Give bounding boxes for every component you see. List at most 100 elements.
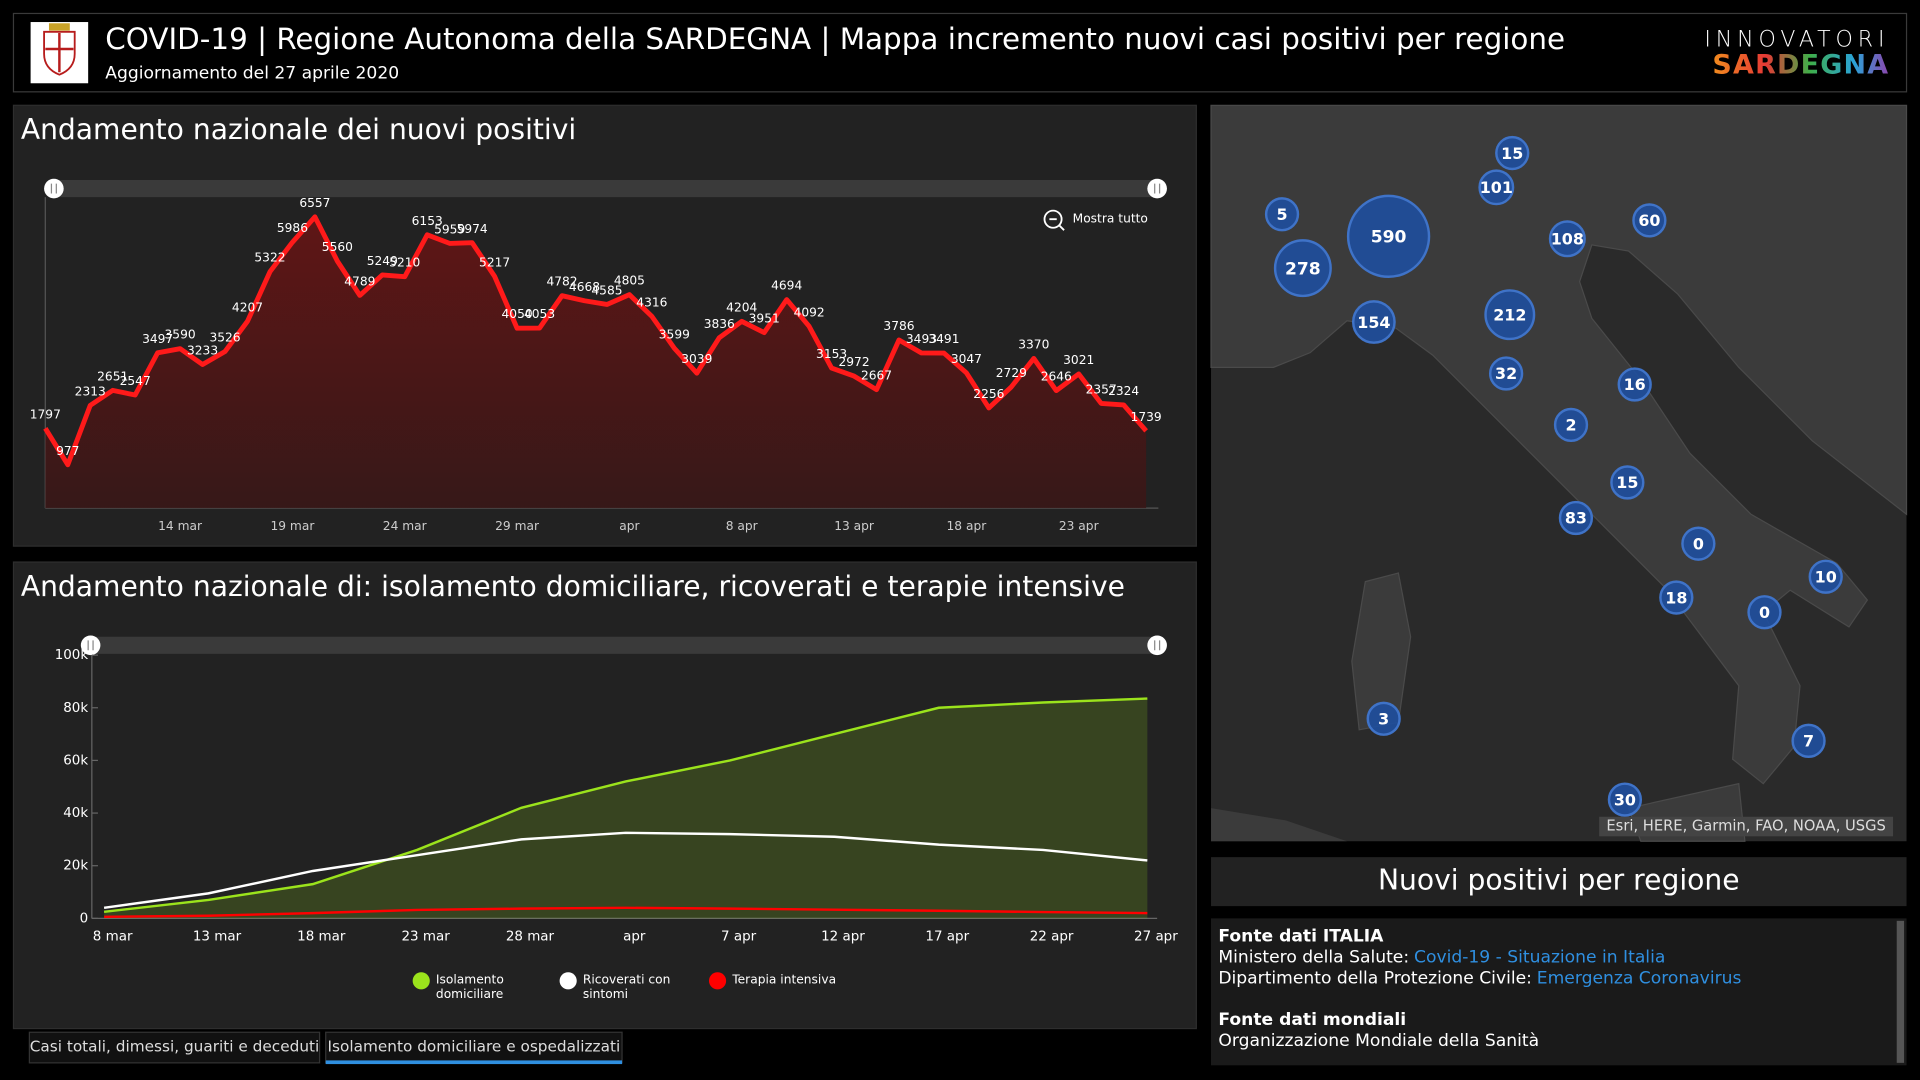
data-label: 3021 xyxy=(1063,353,1094,367)
y-tick-label: 100k xyxy=(55,648,89,663)
legend-marker[interactable] xyxy=(559,972,577,990)
bubble-label: 30 xyxy=(1614,790,1636,809)
range-slider[interactable] xyxy=(44,178,1167,199)
legend-label[interactable]: Terapia intensiva xyxy=(732,973,837,987)
bubble-label: 15 xyxy=(1616,473,1638,492)
bubble-label: 278 xyxy=(1285,259,1321,279)
source-heading: Fonte dati mondiali xyxy=(1218,1010,1406,1030)
tab-label[interactable]: Isolamento domiciliare e ospedalizzati xyxy=(328,1037,621,1055)
data-label: 2313 xyxy=(75,384,106,398)
tab[interactable] xyxy=(28,1031,321,1064)
source-text: Ministero della Salute: xyxy=(1218,948,1409,968)
data-label: 3493 xyxy=(906,332,937,346)
data-label: 2547 xyxy=(120,374,151,388)
map-bubble[interactable] xyxy=(1808,559,1843,594)
panel xyxy=(1211,857,1907,907)
data-label: 5217 xyxy=(479,255,510,269)
map-bubble[interactable] xyxy=(1791,723,1826,758)
map-bubble[interactable] xyxy=(1264,197,1300,232)
line xyxy=(103,831,1148,910)
tab-label[interactable]: Casi totali, dimessi, guariti e deceduti xyxy=(30,1037,320,1055)
logo xyxy=(30,22,89,84)
data-label: 1739 xyxy=(1131,410,1162,424)
data-label: 3526 xyxy=(209,331,240,345)
logo-line1: INNOVATORI xyxy=(1704,27,1889,52)
legend-label[interactable]: Ricoverati con sintomi xyxy=(582,973,671,1002)
data-label: 4050 xyxy=(502,307,533,321)
bubble-label: 101 xyxy=(1480,178,1513,197)
map-bubble[interactable] xyxy=(1273,239,1332,298)
map-bubble[interactable] xyxy=(1747,595,1782,630)
x-tick-label: 17 apr xyxy=(925,930,969,945)
y-tick-label: 20k xyxy=(63,859,88,874)
map-bubble[interactable] xyxy=(1558,500,1594,536)
legend-label[interactable]: Isolamento domiciliare xyxy=(435,973,504,1002)
map-bubble[interactable] xyxy=(1346,194,1431,279)
source-line: Organizzazione Mondiale della Sanità xyxy=(1218,1031,1539,1051)
source-link[interactable]: Covid-19 - Situazione in Italia xyxy=(1414,948,1665,968)
bubble-label: 2 xyxy=(1565,416,1576,435)
scrollbar[interactable] xyxy=(1896,920,1905,1063)
data-label: 4207 xyxy=(232,300,263,314)
data-label: 977 xyxy=(56,444,79,458)
source-link[interactable]: Emergenza Coronavirus xyxy=(1537,968,1742,988)
map-bubble[interactable] xyxy=(1610,465,1645,500)
legend-item[interactable]: Ricoverati con sintomi xyxy=(583,973,683,1010)
range-slider[interactable] xyxy=(80,635,1167,656)
bubble-label: 60 xyxy=(1638,211,1660,230)
map-bubble[interactable] xyxy=(1553,407,1589,443)
attribution-box xyxy=(1599,816,1894,837)
data-label: 4316 xyxy=(636,295,667,309)
legend-item[interactable]: Isolamento domiciliare xyxy=(436,973,512,1010)
sources-panel xyxy=(1211,918,1907,1066)
zoom-label[interactable]: Mostra tutto xyxy=(1073,212,1148,226)
map-bubble[interactable] xyxy=(1484,289,1536,341)
legend-marker[interactable] xyxy=(708,972,727,990)
bubble-label: 5 xyxy=(1277,205,1288,224)
map-bubble[interactable] xyxy=(1659,580,1694,615)
map-bubble[interactable] xyxy=(1607,782,1643,817)
data-label: 3370 xyxy=(1018,337,1049,351)
tab[interactable] xyxy=(325,1031,623,1064)
data-label: 4585 xyxy=(591,283,622,297)
map-bubble[interactable] xyxy=(1681,526,1716,561)
x-tick-label: 13 apr xyxy=(834,519,875,533)
data-label: 2324 xyxy=(1108,384,1139,398)
map-bubble[interactable] xyxy=(1495,135,1530,171)
bubble-label: 83 xyxy=(1565,509,1587,528)
map-bubble[interactable] xyxy=(1617,367,1652,402)
data-label: 2667 xyxy=(861,369,892,383)
x-tick-label: 22 apr xyxy=(1030,930,1074,945)
data-label: 2256 xyxy=(973,387,1004,401)
chart-title: Andamento nazionale di: isolamento domic… xyxy=(21,570,1125,603)
source-line: Ministero della Salute: Covid-19 - Situaz… xyxy=(1218,948,1665,968)
map-bubble[interactable] xyxy=(1351,300,1396,344)
y-tick-label: 60k xyxy=(63,753,88,768)
legend-marker[interactable] xyxy=(412,972,430,990)
data-label: 4694 xyxy=(771,279,802,293)
zoom-button[interactable]: Mostra tutto xyxy=(1043,209,1148,231)
legend-item[interactable]: Terapia intensiva xyxy=(732,973,854,1010)
data-label: 3233 xyxy=(187,344,218,358)
data-label: 5560 xyxy=(322,240,353,254)
x-tick-label: 8 mar xyxy=(93,930,133,945)
map-bubble[interactable] xyxy=(1548,220,1586,258)
x-tick-label: 19 mar xyxy=(270,519,315,533)
map-bubble[interactable] xyxy=(1478,169,1515,206)
x-tick-label: 14 mar xyxy=(158,519,203,533)
bubble-label: 0 xyxy=(1759,603,1770,622)
source-text: Organizzazione Mondiale della Sanità xyxy=(1218,1031,1539,1051)
map-bubble[interactable] xyxy=(1632,203,1667,238)
data-label: 5974 xyxy=(457,222,488,236)
map-bubble[interactable] xyxy=(1488,356,1524,391)
x-tick-label: 18 apr xyxy=(947,519,988,533)
bubble-label: 18 xyxy=(1665,588,1687,607)
data-label: 4092 xyxy=(794,305,825,319)
x-tick-label: 18 mar xyxy=(297,930,346,945)
data-label: 2651 xyxy=(97,369,128,383)
map-bubble[interactable] xyxy=(1366,701,1401,736)
y-tick-label: 80k xyxy=(63,701,88,716)
bubble-label: 108 xyxy=(1551,230,1584,249)
data-label: 3491 xyxy=(928,332,959,346)
